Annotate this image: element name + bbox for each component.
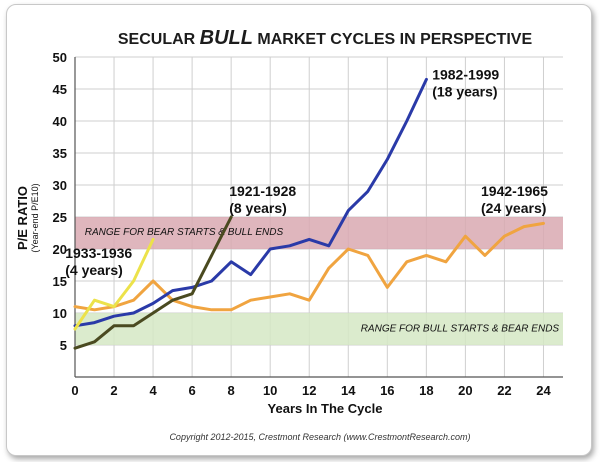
annotation-3-line-0: 1933-1936 — [65, 245, 132, 261]
y-tick-25: 25 — [53, 210, 67, 225]
y-tick-45: 45 — [53, 82, 67, 97]
band-label-0: RANGE FOR BEAR STARTS & BULL ENDS — [85, 227, 284, 238]
x-tick-18: 18 — [419, 383, 433, 398]
annotation-1-line-1: (8 years) — [229, 200, 287, 216]
chart-title: SECULAR BULL MARKET CYCLES IN PERSPECTIV… — [118, 27, 533, 49]
y-tick-20: 20 — [53, 242, 67, 257]
annotation-0-line-0: 1982-1999 — [432, 66, 499, 82]
series-line-1933-1936 — [73, 237, 155, 331]
x-axis-title: Years In The Cycle — [268, 401, 383, 416]
y-axis-subtitle: (Year-end P/E10) — [30, 183, 40, 252]
x-tick-20: 20 — [458, 383, 472, 398]
x-tick-4: 4 — [149, 383, 157, 398]
band-label-1: RANGE FOR BULL STARTS & BEAR ENDS — [361, 324, 560, 335]
x-tick-14: 14 — [341, 383, 356, 398]
x-tick-6: 6 — [189, 383, 196, 398]
series-line-1942-1965 — [73, 221, 545, 312]
annotation-0-line-1: (18 years) — [432, 83, 497, 99]
y-tick-40: 40 — [53, 114, 67, 129]
y-tick-5: 5 — [60, 338, 67, 353]
plot-area: RANGE FOR BEAR STARTS & BULL ENDS RANGE F… — [53, 50, 563, 398]
annotation-1: 1921-1928 (8 years) — [229, 183, 296, 216]
annotation-2: 1942-1965 (24 years) — [481, 183, 548, 216]
series-line-1982-1999 — [73, 77, 428, 328]
x-tick-2: 2 — [110, 383, 117, 398]
x-tick-0: 0 — [71, 383, 78, 398]
y-tick-50: 50 — [53, 50, 67, 65]
annotation-2-line-1: (24 years) — [481, 200, 546, 216]
annotation-3-line-1: (4 years) — [65, 262, 123, 278]
title-part-1: SECULAR — [118, 31, 200, 48]
title-part-2: MARKET CYCLES IN PERSPECTIVE — [253, 31, 532, 48]
y-tick-30: 30 — [53, 178, 67, 193]
x-tick-22: 22 — [497, 383, 511, 398]
annotation-1-line-0: 1921-1928 — [229, 183, 296, 199]
x-tick-24: 24 — [536, 383, 551, 398]
annotation-2-line-0: 1942-1965 — [481, 183, 548, 199]
band-1 — [75, 313, 563, 345]
y-tick-35: 35 — [53, 146, 67, 161]
x-tick-10: 10 — [263, 383, 277, 398]
y-tick-15: 15 — [53, 274, 67, 289]
series-line-1921-1928 — [73, 215, 233, 350]
title-part-bull: BULL — [200, 27, 253, 49]
y-tick-10: 10 — [53, 306, 67, 321]
x-tick-16: 16 — [380, 383, 394, 398]
annotation-3: 1933-1936 (4 years) — [65, 245, 132, 278]
x-tick-12: 12 — [302, 383, 316, 398]
x-tick-8: 8 — [228, 383, 235, 398]
copyright-notice: Copyright 2012-2015, Crestmont Research … — [169, 432, 470, 442]
y-axis-title: P/E RATIO — [15, 186, 30, 250]
y-axis-title-group: P/E RATIO (Year-end P/E10) — [15, 183, 40, 252]
annotation-0: 1982-1999 (18 years) — [432, 66, 499, 99]
